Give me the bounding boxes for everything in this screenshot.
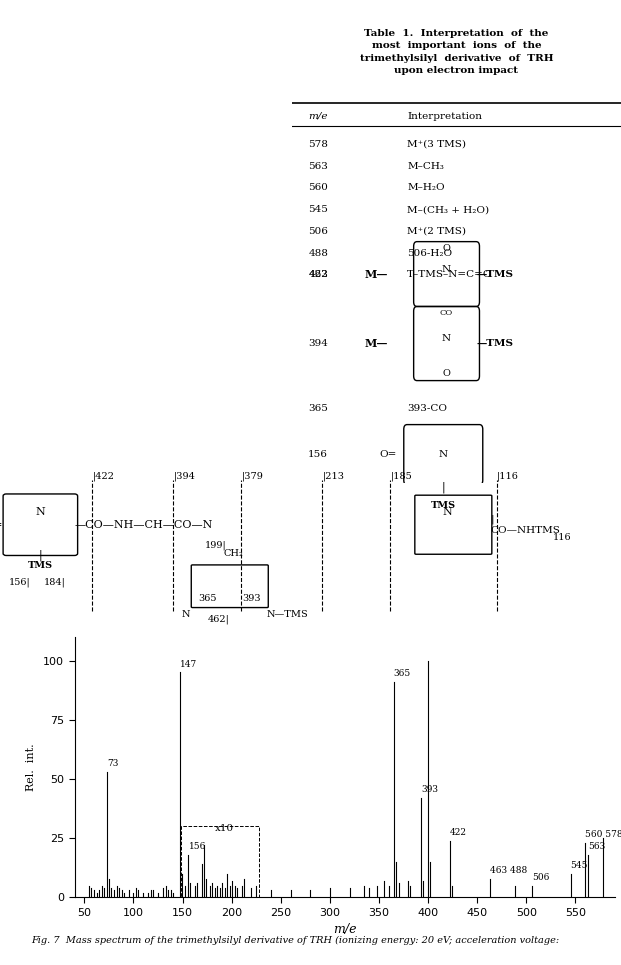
Text: |: |: [442, 482, 445, 493]
Text: 394: 394: [308, 339, 328, 348]
Text: N: N: [35, 508, 45, 517]
Text: 545: 545: [308, 205, 328, 214]
Text: 462|: 462|: [208, 615, 230, 623]
Text: 156: 156: [308, 451, 328, 459]
Text: M–H₂O: M–H₂O: [407, 183, 445, 192]
Text: N: N: [442, 265, 451, 274]
Text: 393: 393: [421, 786, 438, 794]
X-axis label: m/e: m/e: [333, 924, 356, 936]
Text: |379: |379: [242, 472, 264, 481]
Text: 73: 73: [107, 759, 119, 768]
Text: 393: 393: [242, 594, 261, 603]
Text: 560 578: 560 578: [586, 831, 621, 840]
Text: 422: 422: [450, 828, 467, 837]
Text: 365: 365: [199, 594, 217, 603]
Text: |116: |116: [497, 472, 519, 481]
Text: —TMS: —TMS: [476, 339, 513, 348]
Text: 393-CO: 393-CO: [407, 404, 447, 413]
Text: 147: 147: [179, 660, 197, 669]
Text: —TMS: —TMS: [476, 269, 513, 279]
Text: N: N: [438, 451, 448, 459]
Text: M⁺(3 TMS): M⁺(3 TMS): [407, 140, 466, 149]
Text: CH₂: CH₂: [224, 549, 243, 558]
Text: O=: O=: [380, 451, 397, 459]
Text: M—: M—: [365, 338, 388, 349]
Text: x10: x10: [215, 824, 234, 834]
Text: 545: 545: [571, 861, 588, 870]
Text: TMS: TMS: [28, 562, 53, 570]
Text: 506: 506: [308, 227, 328, 235]
Text: m/e: m/e: [309, 112, 328, 121]
Text: Interpretation: Interpretation: [407, 112, 482, 121]
Text: Fig. 7  Mass spectrum of the trimethylsilyl derivative of TRH (ionizing energy: : Fig. 7 Mass spectrum of the trimethylsil…: [31, 936, 559, 946]
Text: O=: O=: [0, 520, 3, 530]
Text: M–(CH₃ + H₂O): M–(CH₃ + H₂O): [407, 205, 489, 214]
Text: |422: |422: [93, 472, 115, 481]
Text: N: N: [442, 335, 451, 344]
Text: —CO—NH—CH—CO—N: —CO—NH—CH—CO—N: [75, 520, 213, 530]
Text: CO: CO: [440, 310, 453, 317]
Text: 184|: 184|: [43, 577, 65, 587]
Text: M–CH₃: M–CH₃: [407, 161, 444, 171]
Text: 199|: 199|: [205, 540, 227, 550]
Text: TMS: TMS: [431, 501, 456, 510]
Bar: [181, 826, 259, 897]
Text: M—: M—: [365, 268, 388, 280]
Text: 422: 422: [308, 269, 328, 279]
Text: T–TMS–N=C=O: T–TMS–N=C=O: [407, 270, 492, 279]
Text: Table  1.  Interpretation  of  the
most  important  ions  of  the
trimethylsilyl: Table 1. Interpretation of the most impo…: [360, 29, 553, 75]
Text: |: |: [39, 550, 42, 562]
Text: O: O: [443, 370, 450, 378]
Y-axis label: Rel.  int.: Rel. int.: [26, 743, 36, 791]
Text: 463 488: 463 488: [490, 866, 527, 875]
Text: 560: 560: [308, 183, 328, 192]
Text: |185: |185: [391, 472, 413, 481]
Text: 156|: 156|: [9, 577, 31, 587]
Text: 563: 563: [588, 842, 605, 851]
Text: N: N: [442, 508, 452, 517]
Text: 506-H₂O: 506-H₂O: [407, 249, 452, 258]
Text: |213: |213: [323, 472, 345, 481]
Text: |394: |394: [174, 472, 196, 481]
Text: 365: 365: [308, 404, 328, 413]
Text: 463: 463: [308, 270, 328, 279]
Text: M⁺(2 TMS): M⁺(2 TMS): [407, 227, 466, 235]
Text: 488: 488: [308, 249, 328, 258]
Text: N: N: [182, 611, 191, 620]
Text: 365: 365: [394, 670, 411, 678]
Text: 563: 563: [308, 161, 328, 171]
Text: 116: 116: [553, 533, 571, 541]
Text: O: O: [443, 244, 450, 253]
Text: 506: 506: [532, 873, 550, 882]
Text: N—TMS: N—TMS: [267, 611, 309, 620]
Text: 156: 156: [188, 842, 206, 851]
Text: 578: 578: [308, 140, 328, 149]
Text: |
CO—NHTMS: | CO—NHTMS: [491, 514, 561, 535]
